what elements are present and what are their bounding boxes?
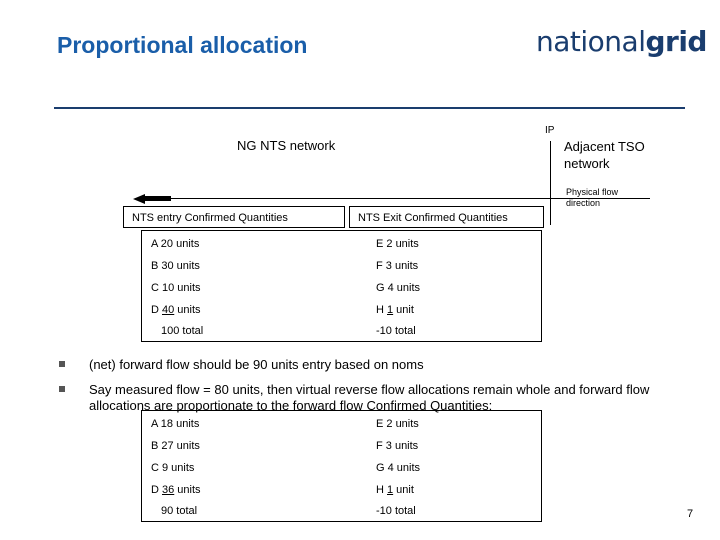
- exit-row: G 4 units: [376, 282, 421, 294]
- bullet-text: Say measured flow = 80 units, then virtu…: [89, 382, 650, 413]
- entry-row: A 18 units: [151, 418, 200, 430]
- entry-row: D 40 units: [151, 304, 201, 316]
- tso-label-line2: network: [564, 156, 610, 171]
- flow-label-line1: Physical flow: [566, 187, 619, 197]
- flow-direction-label: Physical flow direction: [566, 187, 618, 209]
- exit-row: G 4 units: [376, 462, 421, 474]
- flow-label-line2: direction: [566, 198, 601, 208]
- entry-row: C 10 units: [151, 282, 201, 294]
- tso-network-label: Adjacent TSO network: [564, 138, 645, 172]
- bullet-icon: [59, 386, 65, 392]
- flow-arrow-icon: [133, 194, 145, 204]
- title-divider: [54, 107, 685, 109]
- entry-total: 100 total: [161, 325, 204, 337]
- ng-network-label: NG NTS network: [237, 138, 336, 153]
- bullet-icon: [59, 361, 65, 367]
- slide-title: Proportional allocation: [57, 32, 308, 58]
- entry-total: 90 total: [161, 505, 198, 517]
- exit-header: NTS Exit Confirmed Quantities: [349, 206, 544, 228]
- entry-row: D 36 units: [151, 484, 201, 496]
- allocation-table-measured: A 18 units B 27 units C 9 units D 36 uni…: [141, 410, 542, 522]
- exit-total: -10 total: [376, 505, 416, 517]
- flow-arrow-shaft: [143, 196, 171, 201]
- national-grid-logo: nationalgrid: [536, 25, 707, 58]
- flow-line: [143, 198, 650, 199]
- logo-bold-text: grid: [645, 25, 707, 58]
- logo-light-text: national: [536, 25, 646, 58]
- entry-header: NTS entry Confirmed Quantities: [123, 206, 345, 228]
- ip-label: IP: [545, 125, 555, 136]
- exit-row: F 3 units: [376, 260, 419, 272]
- bullet-text: (net) forward flow should be 90 units en…: [89, 357, 424, 372]
- entry-row: B 27 units: [151, 440, 200, 452]
- exit-row: E 2 units: [376, 238, 419, 250]
- exit-row: F 3 units: [376, 440, 419, 452]
- entry-row: A 20 units: [151, 238, 200, 250]
- page-number: 7: [687, 508, 694, 520]
- entry-row: B 30 units: [151, 260, 200, 272]
- exit-row: H 1 unit: [376, 484, 414, 496]
- tso-label-line1: Adjacent TSO: [564, 139, 645, 154]
- exit-total: -10 total: [376, 325, 416, 337]
- allocation-table-noms: A 20 units B 30 units C 10 units D 40 un…: [141, 230, 542, 342]
- exit-row: H 1 unit: [376, 304, 414, 316]
- exit-row: E 2 units: [376, 418, 419, 430]
- entry-row: C 9 units: [151, 462, 195, 474]
- ip-boundary-line: [550, 141, 551, 225]
